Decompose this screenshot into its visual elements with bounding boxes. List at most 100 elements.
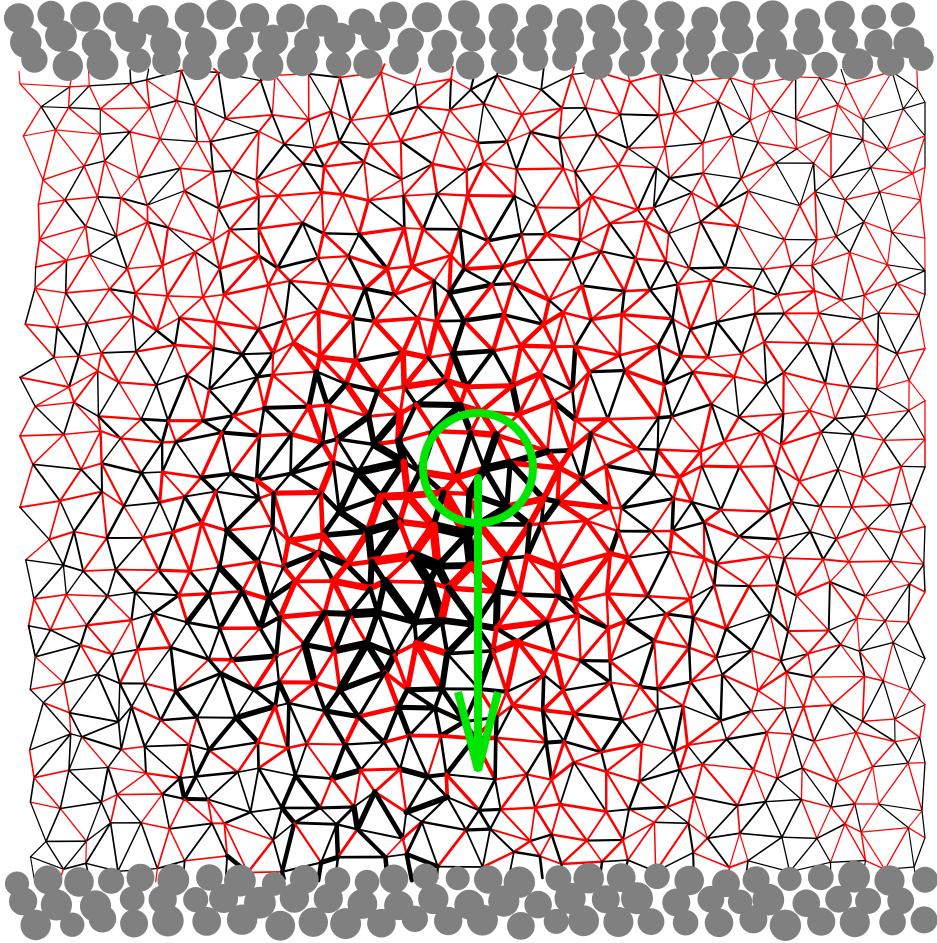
tensile-bond: [117, 381, 142, 420]
tensile-bond: [19, 405, 36, 437]
compressive-bond: [529, 130, 561, 140]
compressive-bond: [447, 290, 466, 323]
tensile-bond: [499, 808, 532, 843]
compressive-bond: [790, 501, 821, 508]
tensile-bond: [267, 266, 279, 287]
compressive-bond: [161, 776, 182, 796]
tensile-bond: [521, 88, 542, 116]
compressive-bond: [301, 162, 326, 168]
compressive-bond: [652, 191, 693, 209]
tensile-bond: [799, 204, 818, 241]
compressive-bond: [116, 793, 142, 824]
compressive-bond: [100, 462, 143, 475]
tensile-bond: [201, 296, 217, 324]
tensile-bond: [183, 855, 229, 862]
tensile-bond: [535, 167, 565, 209]
compressive-bond: [619, 113, 660, 117]
compressive-bond: [507, 459, 547, 502]
compressive-bond: [882, 439, 903, 468]
compressive-bond: [438, 616, 479, 628]
tensile-bond: [617, 164, 639, 211]
tensile-bond: [622, 343, 661, 373]
tensile-bond: [68, 370, 99, 388]
compressive-bond: [207, 657, 223, 676]
compressive-bond: [85, 822, 112, 842]
tensile-bond: [347, 612, 369, 646]
tensile-bond: [320, 191, 325, 235]
tensile-bond: [317, 316, 355, 359]
tensile-bond: [766, 731, 778, 779]
compressive-bond: [458, 227, 490, 243]
compressive-bond: [367, 558, 375, 592]
tensile-bond: [200, 521, 222, 569]
tensile-bond: [277, 191, 323, 197]
tensile-bond: [544, 613, 581, 624]
tensile-bond: [167, 419, 177, 443]
compressive-bond: [578, 658, 613, 685]
compressive-bond: [19, 356, 55, 379]
compressive-bond: [404, 775, 430, 814]
tensile-bond: [710, 279, 718, 323]
tensile-bond: [578, 206, 582, 241]
tensile-bond: [731, 135, 742, 180]
tensile-bond: [33, 593, 68, 600]
compressive-bond: [840, 68, 847, 86]
tensile-bond: [893, 718, 921, 739]
compressive-bond: [721, 649, 753, 676]
compressive-bond: [580, 250, 603, 287]
tensile-bond: [863, 264, 889, 297]
compressive-bond: [724, 627, 753, 652]
tensile-bond: [529, 131, 565, 170]
compressive-bond: [208, 347, 215, 391]
tensile-bond: [246, 838, 275, 874]
compressive-bond: [781, 836, 818, 840]
compressive-bond: [790, 239, 818, 267]
compressive-bond: [710, 403, 740, 419]
compressive-bond: [733, 375, 740, 418]
compressive-bond: [279, 773, 298, 810]
tensile-bond: [214, 320, 244, 356]
tensile-bond: [617, 164, 658, 169]
tensile-bond: [534, 206, 548, 236]
compressive-bond: [45, 807, 62, 843]
compressive-bond: [146, 190, 186, 206]
tensile-bond: [779, 443, 801, 483]
compressive-bond: [34, 629, 52, 658]
wall-particle: [710, 50, 740, 80]
compressive-bond: [120, 705, 133, 751]
tensile-bond: [218, 254, 261, 271]
tensile-bond: [908, 347, 926, 381]
compressive-bond: [252, 680, 281, 692]
compressive-bond: [896, 353, 910, 381]
tensile-bond: [653, 806, 669, 824]
tensile-bond: [356, 705, 401, 719]
tensile-bond: [177, 569, 192, 597]
compressive-bond: [240, 327, 261, 356]
tensile-bond: [783, 312, 809, 344]
tensile-bond: [73, 370, 99, 404]
tensile-bond: [861, 675, 866, 723]
compressive-bond: [267, 565, 285, 601]
wall-particle: [182, 50, 212, 81]
tensile-bond: [574, 170, 581, 209]
tensile-bond: [577, 613, 582, 662]
tensile-bond: [257, 746, 290, 770]
tensile-bond: [752, 769, 767, 803]
tensile-bond: [194, 71, 220, 107]
tensile-bond: [691, 615, 728, 631]
compressive-bond: [809, 531, 837, 540]
compressive-bond: [679, 328, 692, 358]
tensile-bond: [494, 736, 528, 776]
compressive-bond: [335, 823, 359, 831]
compressive-bond: [73, 530, 85, 573]
wall-particle: [185, 27, 217, 59]
tensile-bond: [385, 226, 407, 271]
compressive-bond: [558, 137, 565, 170]
compressive-bond: [768, 612, 790, 633]
compressive-bond: [619, 496, 676, 510]
tensile-bond: [728, 859, 749, 869]
tensile-bond: [86, 288, 111, 325]
wall-particle: [682, 48, 710, 75]
